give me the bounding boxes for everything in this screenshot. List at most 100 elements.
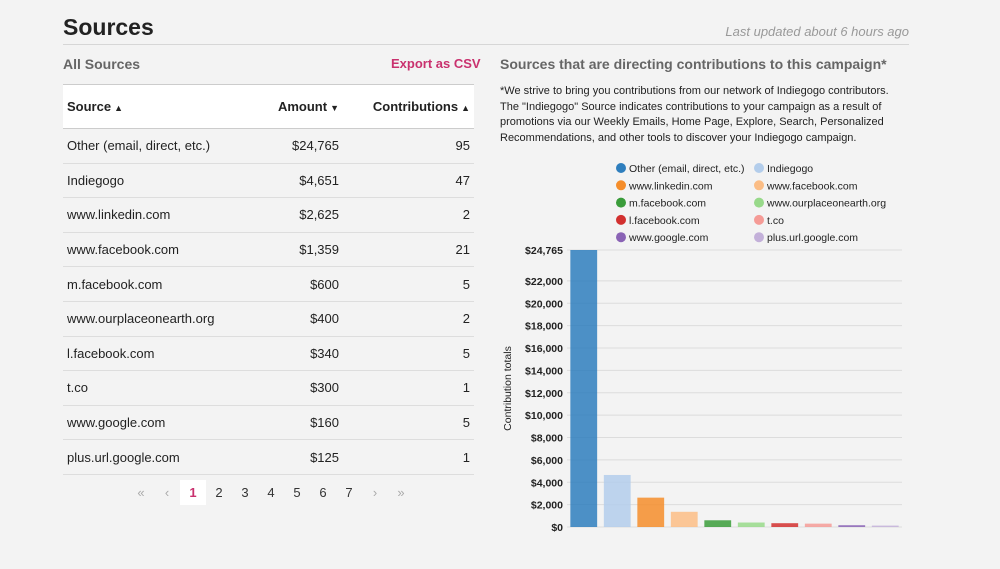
legend-label: Other (email, direct, etc.) — [629, 163, 745, 175]
amount-cell: $300 — [253, 370, 343, 406]
table-row: www.facebook.com $1,359 21 — [63, 232, 474, 268]
bar — [771, 523, 799, 527]
legend-label: www.google.com — [628, 232, 709, 244]
amount-cell: $600 — [253, 266, 343, 302]
all-sources-heading: All Sources — [63, 56, 141, 72]
contributions-cell: 1 — [343, 439, 474, 475]
legend-swatch — [754, 214, 764, 225]
page-button-6[interactable]: 6 — [319, 485, 327, 500]
contributions-header-label: Contributions — [372, 99, 459, 114]
legend-label: plus.url.google.com — [767, 232, 858, 244]
chart-heading: Sources that are directing contributions… — [500, 56, 887, 72]
amount-header-label: Amount — [277, 99, 328, 114]
source-cell: Other (email, direct, etc.) — [63, 128, 253, 164]
amount-cell: $4,651 — [253, 163, 343, 199]
page-button-5[interactable]: 5 — [293, 485, 301, 500]
page-button-7[interactable]: 7 — [345, 485, 353, 500]
bar — [637, 497, 665, 527]
source-cell: plus.url.google.com — [63, 439, 253, 475]
legend-label: Indiegogo — [767, 163, 813, 175]
y-tick-label: $10,000 — [525, 410, 563, 422]
contributions-column-header[interactable]: Contributions ▲︎ — [343, 85, 474, 129]
source-header-label: Source — [67, 99, 112, 114]
source-cell: www.ourplaceonearth.org — [63, 301, 253, 337]
last-updated-text: Last updated about 6 hours ago — [725, 24, 909, 39]
legend-swatch — [754, 232, 764, 243]
bar — [838, 525, 866, 527]
legend-swatch — [754, 163, 764, 173]
legend-label: www.ourplaceonearth.org — [766, 198, 886, 210]
source-cell: www.linkedin.com — [63, 197, 253, 233]
y-tick-label: $16,000 — [525, 343, 563, 355]
y-tick-label: $0 — [551, 522, 563, 534]
contributions-cell: 47 — [343, 163, 474, 199]
source-cell: l.facebook.com — [63, 336, 253, 372]
amount-cell: $125 — [253, 439, 343, 475]
pagination: « ‹ 1 2 3 4 5 6 7 › » — [128, 480, 414, 505]
contributions-cell: 2 — [343, 197, 474, 233]
amount-column-header[interactable]: Amount ▼ — [253, 85, 343, 129]
chart-note: *We strive to bring you contributions fr… — [500, 85, 889, 144]
bar — [570, 250, 598, 527]
sort-down-icon: ▼ — [330, 103, 339, 113]
source-cell: t.co — [63, 370, 253, 406]
contributions-cell: 5 — [343, 266, 474, 302]
export-csv-link[interactable]: Export as CSV — [391, 56, 481, 71]
legend-label: t.co — [767, 215, 784, 227]
y-tick-label: $22,000 — [525, 276, 563, 288]
source-column-header[interactable]: Source ▲︎ — [63, 85, 253, 129]
contributions-cell: 95 — [343, 128, 474, 164]
page-button-2[interactable]: 2 — [215, 485, 223, 500]
source-cell: m.facebook.com — [63, 266, 253, 302]
page-button-1[interactable]: 1 — [180, 480, 206, 505]
y-tick-label: $18,000 — [525, 321, 563, 333]
y-tick-label: $20,000 — [525, 298, 563, 310]
bar — [603, 474, 631, 527]
table-row: plus.url.google.com $125 1 — [63, 439, 474, 475]
y-tick-label: $4,000 — [531, 477, 563, 489]
legend-swatch — [754, 197, 764, 208]
sort-both-icon: ▲︎ — [461, 103, 470, 113]
y-tick-label: $6,000 — [531, 455, 563, 467]
table-row: www.ourplaceonearth.org $400 2 — [63, 301, 474, 337]
legend-swatch — [616, 197, 626, 208]
y-tick-label-max: $24,765 — [525, 245, 563, 257]
contributions-cell: 21 — [343, 232, 474, 268]
legend-swatch — [616, 180, 626, 191]
prev-page-button[interactable]: ‹ — [164, 485, 170, 500]
sources-table: Source ▲︎ Amount ▼ Contributions ▲︎ Other (… — [63, 84, 474, 475]
source-cell: www.facebook.com — [63, 232, 253, 268]
y-tick-label: $2,000 — [531, 500, 563, 512]
next-page-button[interactable]: › — [372, 485, 378, 500]
table-row: m.facebook.com $600 5 — [63, 266, 474, 302]
bar — [871, 525, 899, 527]
table-row: l.facebook.com $340 5 — [63, 336, 474, 372]
table-header-row: Source ▲︎ Amount ▼ Contributions ▲︎ — [63, 84, 474, 129]
bar — [804, 523, 832, 527]
table-row: www.google.com $160 5 — [63, 405, 474, 441]
title-divider — [63, 44, 909, 45]
amount-cell: $160 — [253, 405, 343, 441]
contributions-bar-chart: Other (email, direct, etc.) Indiegogo www.… — [502, 163, 902, 534]
bar — [670, 511, 698, 527]
table-row: Indiegogo $4,651 47 — [63, 163, 474, 199]
last-page-button[interactable]: » — [397, 485, 405, 500]
amount-cell: $340 — [253, 336, 343, 372]
first-page-button[interactable]: « — [137, 485, 145, 500]
table-row: t.co $300 1 — [63, 370, 474, 406]
bar — [737, 522, 765, 527]
legend-swatch — [616, 214, 626, 225]
legend-label: l.facebook.com — [629, 215, 700, 227]
source-cell: Indiegogo — [63, 163, 253, 199]
page-button-3[interactable]: 3 — [241, 485, 249, 500]
contributions-cell: 1 — [343, 370, 474, 406]
table-row: Other (email, direct, etc.) $24,765 95 — [63, 128, 474, 164]
legend-swatch — [754, 180, 764, 191]
table-row: www.linkedin.com $2,625 2 — [63, 197, 474, 233]
y-tick-label: $8,000 — [531, 433, 563, 445]
amount-cell: $400 — [253, 301, 343, 337]
sort-both-icon: ▲︎ — [114, 103, 123, 113]
page-button-4[interactable]: 4 — [267, 485, 275, 500]
y-tick-label: $14,000 — [525, 365, 563, 377]
amount-cell: $1,359 — [253, 232, 343, 268]
